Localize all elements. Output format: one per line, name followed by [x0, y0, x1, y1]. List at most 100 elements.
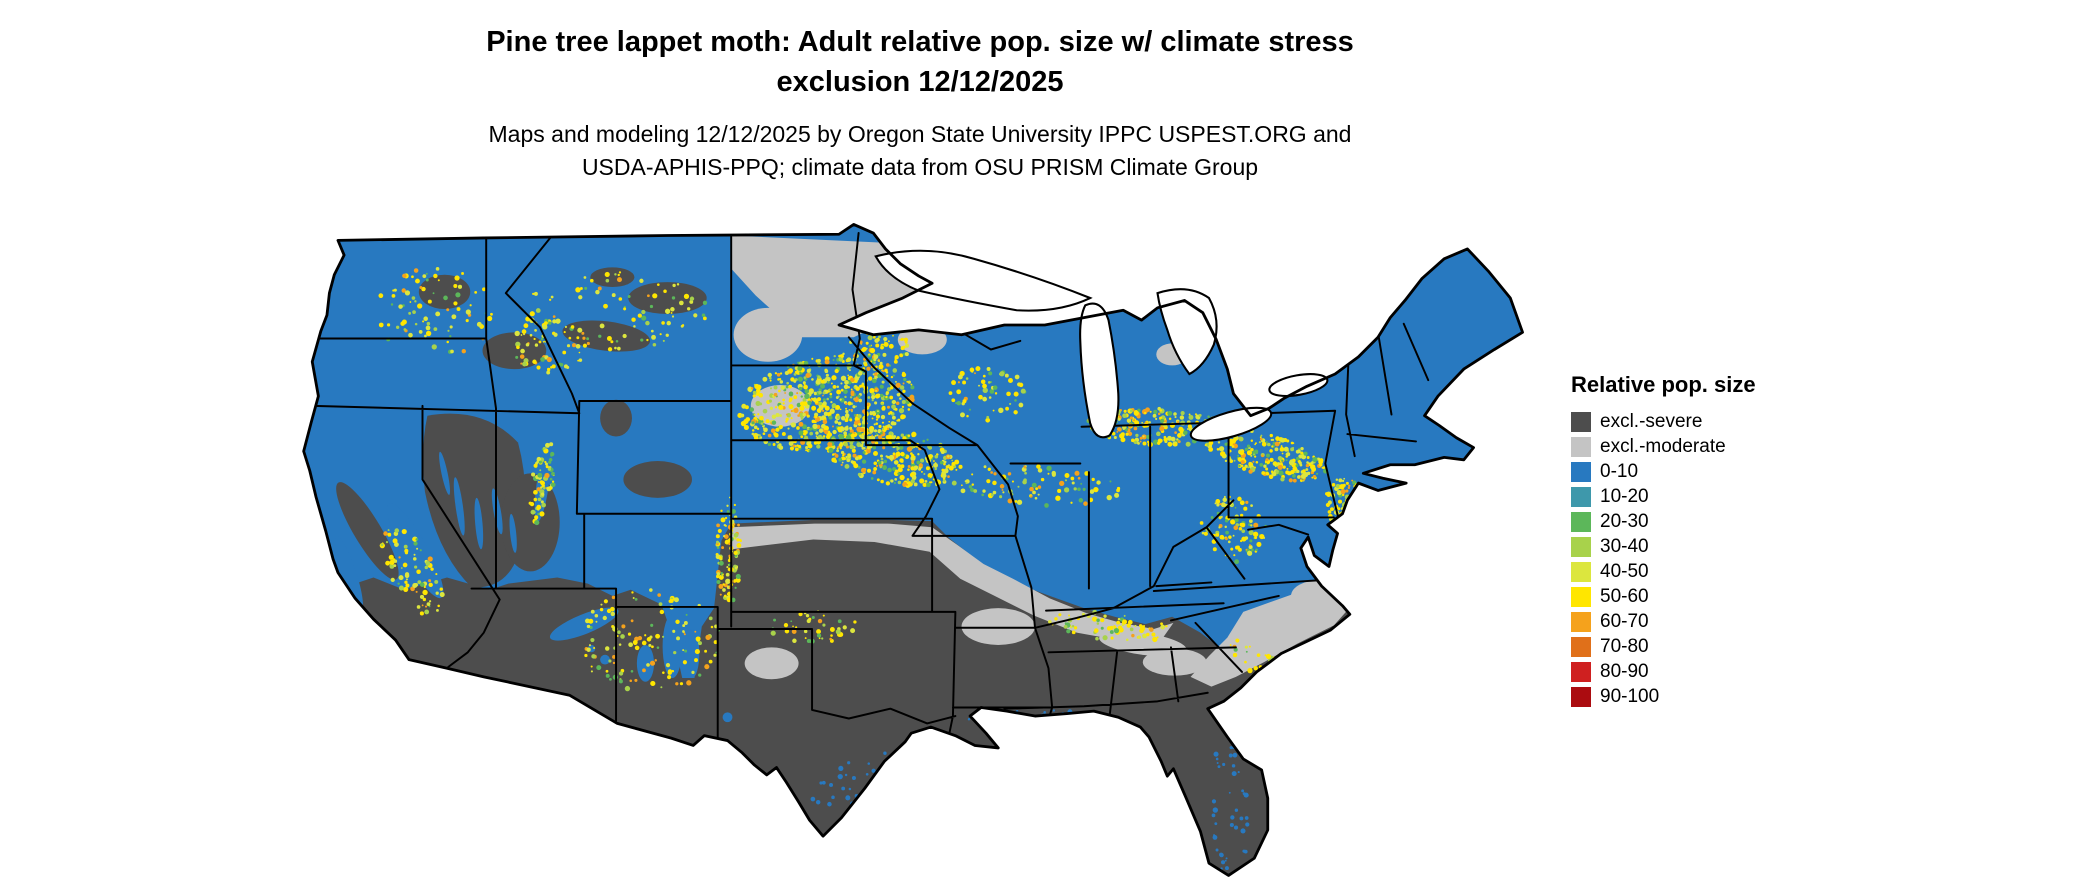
raster-speckle [703, 301, 707, 305]
raster-speckle [863, 447, 866, 450]
raster-speckle [871, 395, 875, 399]
raster-speckle [1131, 439, 1135, 443]
raster-speckle [1241, 789, 1244, 792]
raster-speckle [1186, 443, 1189, 446]
raster-speckle [1167, 442, 1172, 447]
raster-speckle [1024, 466, 1026, 468]
raster-speckle [1228, 540, 1231, 543]
raster-speckle [436, 592, 439, 595]
raster-speckle [1238, 548, 1242, 552]
raster-speckle [858, 371, 863, 376]
raster-speckle [893, 375, 895, 377]
raster-speckle [855, 406, 857, 408]
raster-speckle [391, 578, 395, 582]
raster-speckle [520, 349, 525, 354]
raster-speckle [1142, 435, 1144, 437]
raster-speckle [1103, 614, 1106, 617]
raster-speckle [803, 385, 808, 390]
raster-speckle [962, 381, 966, 385]
raster-speckle [857, 420, 860, 423]
legend-entry-label: 40-50 [1600, 561, 1649, 583]
raster-speckle [544, 321, 548, 325]
raster-speckle [838, 766, 843, 771]
raster-speckle [1343, 484, 1346, 487]
raster-speckle [404, 581, 407, 584]
raster-speckle [804, 630, 808, 634]
raster-speckle [704, 664, 709, 669]
raster-speckle [578, 295, 582, 299]
raster-speckle [900, 416, 903, 419]
raster-speckle [790, 437, 792, 439]
raster-speckle [859, 435, 862, 438]
raster-speckle [420, 595, 424, 599]
raster-speckle [1220, 451, 1225, 456]
raster-speckle [1103, 635, 1108, 640]
raster-speckle [1205, 444, 1207, 446]
raster-speckle [722, 588, 726, 592]
raster-speckle [918, 468, 921, 471]
raster-speckle [757, 428, 759, 430]
raster-speckle [389, 564, 392, 567]
raster-speckle [721, 517, 726, 522]
raster-speckle [1114, 493, 1119, 498]
raster-speckle [838, 422, 842, 426]
raster-speckle [878, 335, 881, 338]
raster-speckle [832, 426, 834, 428]
raster-speckle [1234, 460, 1236, 462]
raster-speckle [420, 549, 422, 551]
raster-speckle [717, 546, 720, 549]
raster-speckle [993, 410, 995, 412]
raster-speckle [1137, 442, 1140, 445]
raster-speckle [1214, 752, 1219, 757]
raster-speckle [1076, 717, 1080, 721]
raster-speckle [971, 473, 973, 475]
raster-speckle [653, 343, 657, 347]
raster-speckle [914, 768, 918, 772]
raster-speckle [669, 600, 672, 603]
raster-speckle [631, 317, 635, 321]
raster-speckle [1159, 426, 1164, 431]
raster-speckle [1247, 668, 1252, 673]
raster-speckle [1147, 441, 1149, 443]
raster-speckle [398, 304, 402, 308]
legend-swatch [1571, 487, 1591, 507]
raster-speckle [1121, 432, 1125, 436]
raster-speckle [1013, 410, 1017, 414]
raster-speckle [919, 761, 921, 763]
raster-speckle [663, 340, 665, 342]
raster-speckle [917, 453, 919, 455]
raster-speckle [793, 408, 798, 413]
raster-speckle [880, 455, 883, 458]
legend-title: Relative pop. size [1571, 372, 1756, 398]
raster-speckle [928, 477, 930, 479]
raster-speckle [851, 460, 854, 463]
raster-speckle [874, 423, 876, 425]
raster-speckle [1064, 473, 1069, 478]
raster-speckle [851, 433, 855, 437]
raster-speckle [721, 575, 723, 577]
raster-speckle [672, 315, 674, 317]
raster-speckle [775, 372, 777, 374]
raster-speckle [874, 429, 877, 432]
raster-speckle [916, 461, 920, 465]
raster-speckle [1226, 857, 1228, 859]
raster-speckle [536, 505, 541, 510]
raster-speckle [847, 401, 851, 405]
raster-speckle [623, 307, 626, 310]
raster-speckle [398, 556, 400, 558]
raster-speckle [1246, 549, 1248, 551]
raster-speckle [1059, 481, 1064, 486]
raster-speckle [586, 337, 589, 340]
raster-speckle [1290, 677, 1295, 682]
raster-speckle [1351, 500, 1355, 504]
raster-speckle [870, 329, 872, 331]
raster-speckle [788, 368, 793, 373]
raster-speckle [1256, 461, 1259, 464]
raster-speckle [1136, 413, 1139, 416]
raster-speckle [551, 482, 556, 487]
raster-speckle [413, 557, 417, 561]
raster-speckle [619, 671, 623, 675]
raster-speckle [868, 353, 870, 355]
raster-speckle [1253, 523, 1258, 528]
raster-speckle [941, 450, 945, 454]
